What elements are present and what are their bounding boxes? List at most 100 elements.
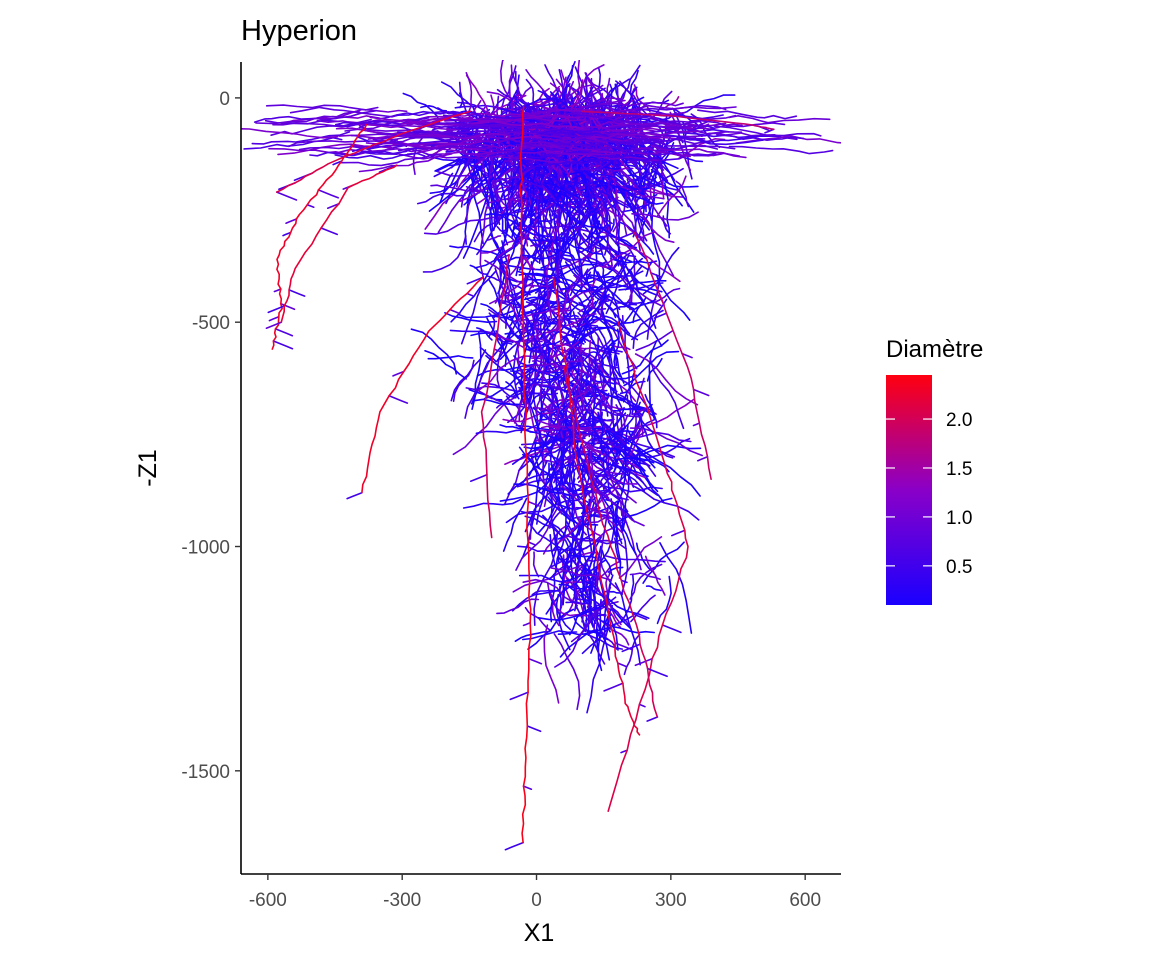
lateral-root	[524, 475, 565, 533]
lateral-root	[529, 349, 569, 378]
side-branch	[671, 529, 686, 537]
lateral-root	[586, 224, 607, 253]
surface-root	[309, 151, 398, 157]
surface-root	[728, 145, 834, 155]
lateral-root	[465, 74, 490, 116]
lateral-root	[507, 473, 563, 495]
surface-root	[602, 124, 707, 140]
lateral-root	[565, 337, 596, 396]
lateral-root	[580, 564, 587, 595]
side-branch	[272, 340, 294, 350]
lateral-root	[621, 515, 625, 533]
surface-root	[471, 114, 580, 125]
x-tick-label: -600	[249, 890, 287, 911]
x-tick-label: 600	[789, 890, 821, 911]
lateral-root	[588, 551, 598, 628]
lateral-root	[492, 166, 509, 261]
lateral-root	[584, 72, 621, 119]
lateral-root	[590, 277, 597, 310]
lateral-root	[473, 398, 525, 406]
lateral-root	[531, 165, 585, 218]
lateral-root	[462, 498, 523, 509]
lateral-root	[595, 407, 621, 416]
lateral-root	[596, 324, 613, 416]
lateral-root	[575, 313, 597, 324]
x-tick-label: -300	[383, 890, 421, 911]
x-tick-label: 300	[655, 890, 687, 911]
lateral-root	[606, 120, 655, 163]
lateral-root	[588, 201, 602, 215]
lateral-root	[578, 169, 620, 212]
surface-root	[690, 119, 786, 128]
lateral-root	[545, 452, 567, 469]
lateral-root	[634, 353, 699, 406]
lateral-root	[572, 169, 637, 190]
surface-root	[679, 135, 760, 144]
lateral-root	[550, 567, 613, 581]
lateral-root	[479, 180, 494, 282]
side-branch	[631, 613, 648, 621]
lateral-root	[520, 221, 539, 228]
surface-root	[536, 99, 626, 113]
lateral-root	[616, 301, 643, 305]
surface-root	[251, 131, 351, 145]
side-branch	[558, 413, 577, 422]
lateral-root	[537, 604, 604, 621]
side-branch	[388, 395, 409, 404]
lateral-root	[656, 575, 672, 625]
lateral-root	[608, 172, 665, 200]
legend-tick-label: 1.0	[946, 508, 972, 529]
lateral-root	[543, 316, 549, 350]
lateral-root	[528, 107, 541, 135]
lateral-root	[629, 563, 663, 600]
lateral-root	[511, 427, 563, 465]
y-tick-label: 0	[219, 89, 230, 110]
lateral-root	[590, 358, 656, 418]
lateral-root	[505, 381, 520, 400]
surface-root	[625, 150, 717, 157]
side-branch	[500, 254, 510, 259]
lateral-root	[583, 478, 611, 520]
side-branch	[346, 491, 363, 500]
lateral-root	[512, 391, 562, 416]
lateral-root	[657, 175, 687, 217]
surface-root	[536, 129, 632, 141]
surface-root	[568, 112, 681, 125]
lateral-root	[489, 94, 527, 117]
lateral-root	[597, 411, 604, 455]
lateral-root	[607, 401, 641, 442]
lateral-root	[564, 534, 627, 550]
lateral-root	[623, 418, 657, 461]
side-branch	[449, 308, 461, 315]
main-root	[552, 276, 641, 736]
y-tick-label: -1500	[181, 762, 230, 783]
surface-root	[241, 128, 339, 139]
lateral-root	[463, 146, 514, 206]
lateral-root	[626, 394, 632, 417]
lateral-root	[626, 178, 648, 242]
lateral-root	[636, 445, 701, 497]
surface-root	[716, 133, 805, 141]
lateral-root	[605, 570, 611, 596]
lateral-root	[503, 100, 565, 121]
lateral-root	[518, 272, 570, 286]
lateral-root	[645, 585, 662, 592]
lateral-root	[554, 479, 624, 534]
lateral-root	[634, 199, 675, 243]
lateral-root	[603, 554, 666, 563]
lateral-root	[554, 604, 601, 668]
lateral-root	[524, 263, 597, 296]
lateral-root	[624, 431, 692, 443]
surface-root	[433, 144, 518, 156]
lateral-root	[577, 133, 612, 203]
surface-root	[334, 152, 426, 160]
main-root	[563, 366, 659, 718]
lateral-root	[602, 311, 625, 384]
lateral-root	[655, 274, 691, 321]
lateral-root	[600, 480, 610, 499]
side-branch	[500, 301, 509, 306]
lateral-root	[528, 388, 546, 408]
surface-root	[488, 128, 592, 141]
lateral-root	[525, 69, 562, 109]
lateral-root	[569, 342, 583, 397]
